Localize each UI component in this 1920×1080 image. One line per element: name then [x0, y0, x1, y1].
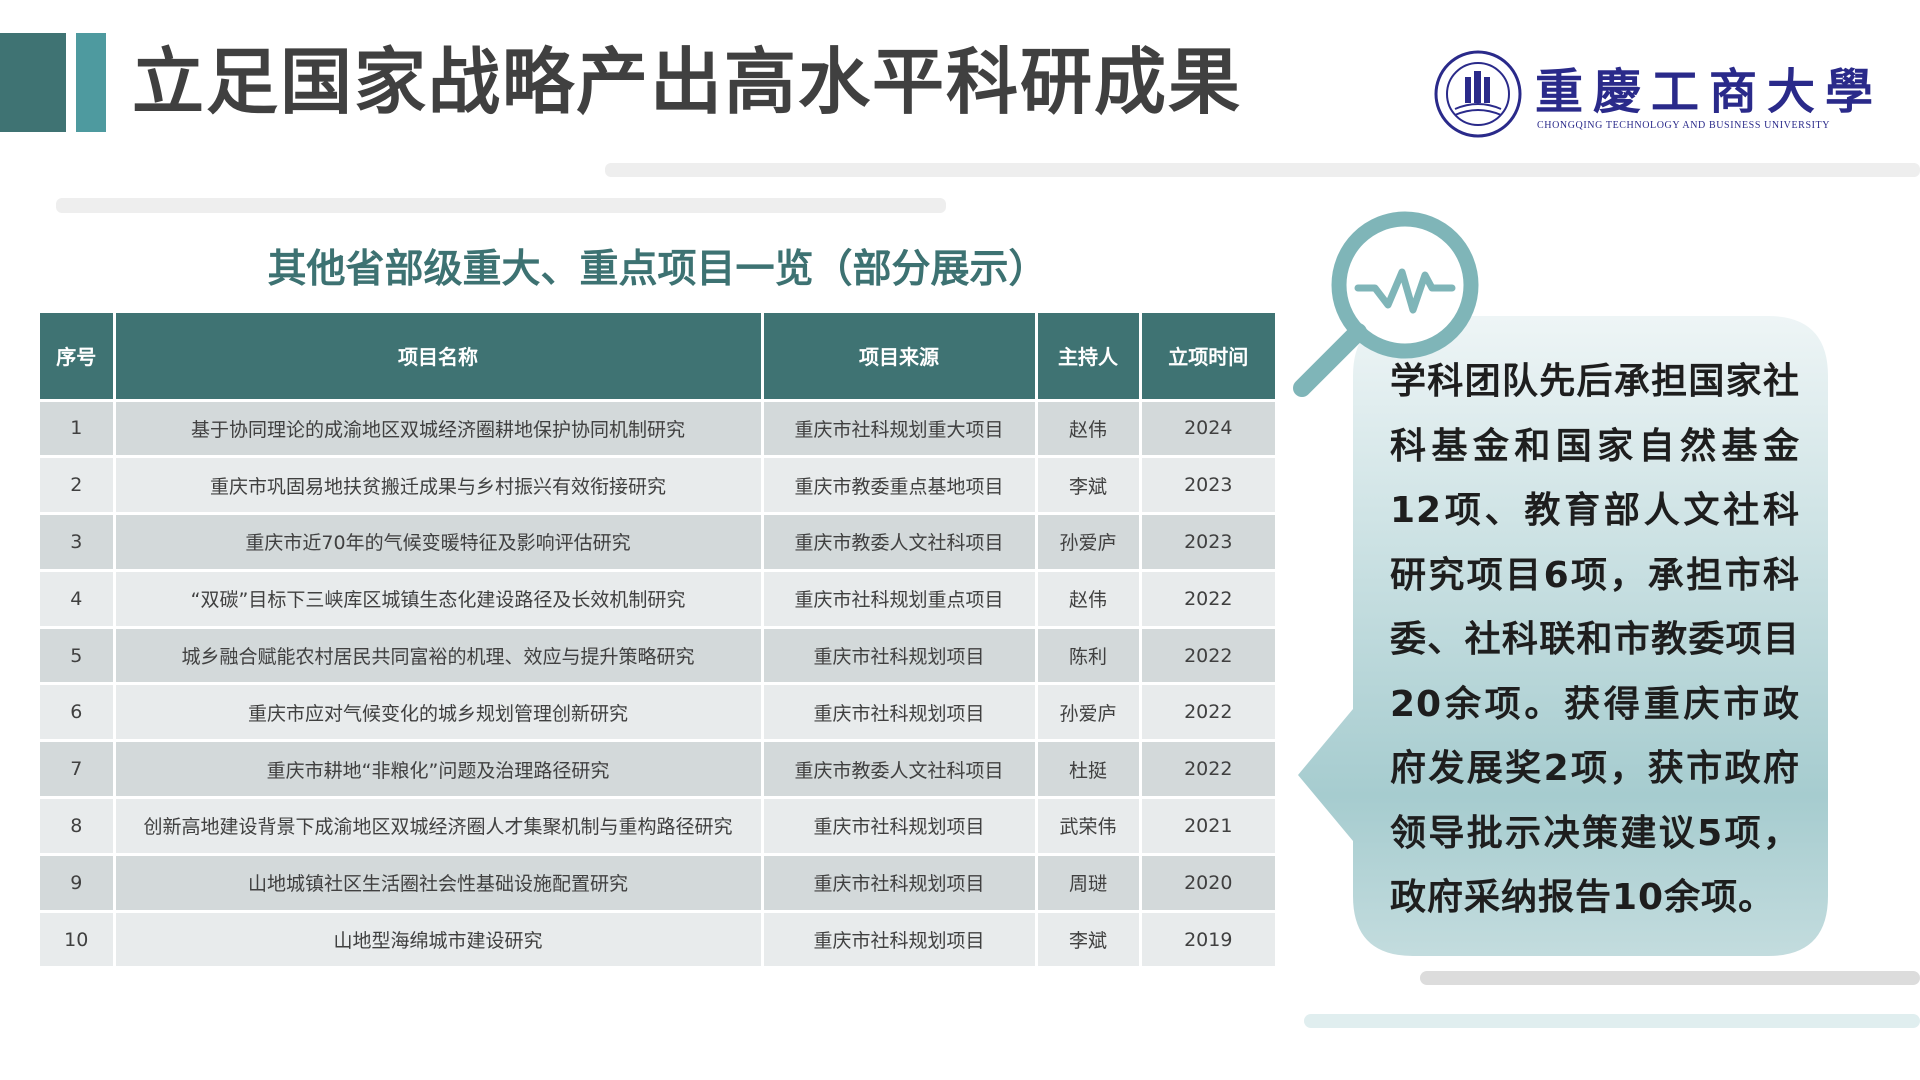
university-seal-icon — [1434, 50, 1522, 138]
cell-source: 重庆市社科规划项目 — [760, 625, 1038, 686]
header-source: 项目来源 — [760, 313, 1038, 402]
section-subtitle: 其他省部级重大、重点项目一览（部分展示） — [267, 246, 1048, 292]
university-name-en: CHONGQING TECHNOLOGY AND BUSINESS UNIVER… — [1537, 120, 1831, 131]
cell-source: 重庆市社科规划项目 — [760, 682, 1038, 743]
cell-project-name: 山地型海绵城市建设研究 — [112, 909, 764, 970]
decorative-divider — [1420, 971, 1920, 985]
header-leader: 主持人 — [1034, 313, 1142, 402]
cell-year: 2019 — [1138, 909, 1275, 970]
table-row: 8 创新高地建设背景下成渝地区双城经济圈人才集聚机制与重构路径研究 重庆市社科规划项… — [40, 796, 1275, 856]
cell-year: 2022 — [1138, 739, 1275, 800]
table-row: 9 山地城镇社区生活圈社会性基础设施配置研究 重庆市社科规划项目 周琎 2020 — [40, 852, 1275, 913]
cell-year: 2021 — [1138, 796, 1275, 856]
cell-project-name: 重庆市近70年的气候变暖特征及影响评估研究 — [112, 512, 764, 572]
cell-project-name: 基于协同理论的成渝地区双城经济圈耕地保护协同机制研究 — [112, 398, 764, 459]
cell-project-name: 山地城镇社区生活圈社会性基础设施配置研究 — [112, 852, 764, 913]
table-row: 7 重庆市耕地“非粮化”问题及治理路径研究 重庆市教委人文社科项目 杜挺 2022 — [40, 739, 1275, 800]
decorative-divider — [56, 198, 946, 213]
cell-project-name: 重庆市耕地“非粮化”问题及治理路径研究 — [112, 739, 764, 800]
magnifier-heartbeat-icon — [1293, 211, 1479, 397]
summary-callout — [1298, 316, 1828, 956]
cell-year: 2023 — [1138, 512, 1275, 572]
cell-source: 重庆市社科规划项目 — [760, 796, 1038, 856]
cell-leader: 赵伟 — [1034, 398, 1142, 459]
page-title: 立足国家战略产出高水平科研成果 — [132, 39, 1243, 124]
cell-source: 重庆市教委重点基地项目 — [760, 455, 1038, 516]
cell-project-name: 创新高地建设背景下成渝地区双城经济圈人才集聚机制与重构路径研究 — [112, 796, 764, 856]
accent-bar-dark — [0, 33, 66, 132]
decorative-divider — [605, 163, 1920, 177]
cell-index: 10 — [40, 909, 116, 970]
table-row: 2 重庆市巩固易地扶贫搬迁成果与乡村振兴有效衔接研究 重庆市教委重点基地项目 李斌 20… — [40, 455, 1275, 516]
cell-index: 2 — [40, 455, 116, 516]
university-name: 重慶工商大學 — [1535, 64, 1884, 120]
cell-year: 2022 — [1138, 568, 1275, 629]
cell-project-name: 重庆市应对气候变化的城乡规划管理创新研究 — [112, 682, 764, 743]
summary-text: 学科团队先后承担国家社科基金和国家自然基金12项、教育部人文社科研究项目6项，承… — [1390, 361, 1800, 918]
cell-index: 9 — [40, 852, 116, 913]
accent-bar-light — [76, 33, 106, 132]
table-row: 6 重庆市应对气候变化的城乡规划管理创新研究 重庆市社科规划项目 孙爱庐 2022 — [40, 682, 1275, 743]
cell-index: 8 — [40, 796, 116, 856]
cell-leader: 孙爱庐 — [1034, 682, 1142, 743]
table-row: 4 “双碳”目标下三峡库区城镇生态化建设路径及长效机制研究 重庆市社科规划重点项目赵… — [40, 568, 1275, 629]
table-header-row: 序号 项目名称 项目来源 主持人 立项时间 — [40, 313, 1275, 402]
cell-year: 2024 — [1138, 398, 1275, 459]
cell-leader: 杜挺 — [1034, 739, 1142, 800]
cell-project-name: 重庆市巩固易地扶贫搬迁成果与乡村振兴有效衔接研究 — [112, 455, 764, 516]
cell-leader: 李斌 — [1034, 909, 1142, 970]
cell-index: 1 — [40, 398, 116, 459]
header-project-name: 项目名称 — [112, 313, 764, 402]
cell-source: 重庆市社科规划重点项目 — [760, 568, 1038, 629]
cell-year: 2020 — [1138, 852, 1275, 913]
table-row: 10 山地型海绵城市建设研究 重庆市社科规划项目 李斌 2019 — [40, 909, 1275, 970]
cell-leader: 李斌 — [1034, 455, 1142, 516]
cell-index: 5 — [40, 625, 116, 686]
cell-leader: 陈利 — [1034, 625, 1142, 686]
decorative-divider — [1304, 1014, 1920, 1028]
cell-index: 4 — [40, 568, 116, 629]
cell-year: 2023 — [1138, 455, 1275, 516]
cell-leader: 周琎 — [1034, 852, 1142, 913]
table-row: 5 城乡融合赋能农村居民共同富裕的机理、效应与提升策略研究 重庆市社科规划项目 陈利 2… — [40, 625, 1275, 686]
cell-source: 重庆市教委人文社科项目 — [760, 739, 1038, 800]
cell-year: 2022 — [1138, 682, 1275, 743]
cell-source: 重庆市教委人文社科项目 — [760, 512, 1038, 572]
cell-leader: 武荣伟 — [1034, 796, 1142, 856]
header-year: 立项时间 — [1138, 313, 1275, 402]
cell-source: 重庆市社科规划项目 — [760, 852, 1038, 913]
header-index: 序号 — [40, 313, 116, 402]
cell-project-name: 城乡融合赋能农村居民共同富裕的机理、效应与提升策略研究 — [112, 625, 764, 686]
cell-index: 7 — [40, 739, 116, 800]
cell-project-name: “双碳”目标下三峡库区城镇生态化建设路径及长效机制研究 — [112, 568, 764, 629]
cell-source: 重庆市社科规划项目 — [760, 909, 1038, 970]
table-row: 3 重庆市近70年的气候变暖特征及影响评估研究 重庆市教委人文社科项目 孙爱庐 2023 — [40, 512, 1275, 572]
cell-year: 2022 — [1138, 625, 1275, 686]
table-row: 1 基于协同理论的成渝地区双城经济圈耕地保护协同机制研究 重庆市社科规划重大项目 赵伟… — [40, 398, 1275, 459]
cell-index: 3 — [40, 512, 116, 572]
cell-source: 重庆市社科规划重大项目 — [760, 398, 1038, 459]
cell-leader: 赵伟 — [1034, 568, 1142, 629]
projects-table: 序号 项目名称 项目来源 主持人 立项时间 1 基于协同理论的成渝地区双城经济圈耕… — [40, 313, 1275, 970]
cell-index: 6 — [40, 682, 116, 743]
cell-leader: 孙爱庐 — [1034, 512, 1142, 572]
